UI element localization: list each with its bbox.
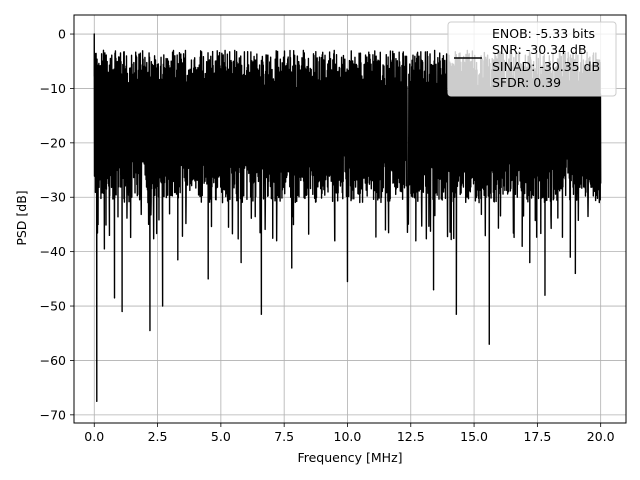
x-tick-label: 2.5 (148, 429, 168, 444)
y-tick-label: −70 (40, 407, 66, 422)
legend-line-1: ENOB: -5.33 bits (492, 26, 595, 41)
psd-data-point (108, 234, 111, 236)
y-axis-label: PSD [dB] (14, 190, 29, 245)
x-tick-label: 0.0 (84, 429, 104, 444)
psd-data-point (149, 329, 151, 332)
y-tick-label: −60 (40, 353, 66, 368)
y-tick-label: −30 (40, 190, 66, 205)
psd-data-point (94, 191, 97, 193)
psd-series (93, 33, 602, 402)
psd-data-point (94, 131, 96, 133)
psd-data-point (455, 313, 457, 315)
psd-data-point (334, 240, 336, 242)
x-tick-label: 7.5 (274, 429, 294, 444)
y-axis-ticks: 0 −10 −20 −30 −40 −50 −60 −70 (40, 27, 74, 422)
x-tick-label: 12.5 (397, 429, 425, 444)
psd-data-point (177, 259, 179, 261)
y-tick-label: −50 (40, 299, 66, 314)
x-axis-ticks: 0.0 2.5 5.0 7.5 10.0 12.5 15.0 17.5 20.0 (84, 423, 615, 444)
legend-line-2: SNR: -30.34 dB (492, 42, 587, 57)
y-tick-label: −20 (40, 135, 66, 150)
psd-data-point (103, 248, 105, 250)
psd-data-point (569, 256, 571, 258)
x-tick-label: 17.5 (523, 429, 551, 444)
y-tick-label: −40 (40, 244, 66, 259)
psd-data-point (291, 267, 293, 269)
plot-frame (73, 14, 627, 424)
x-tick-label: 10.0 (334, 429, 362, 444)
x-axis-label: Frequency [MHz] (297, 450, 402, 465)
x-tick-label: 5.0 (211, 429, 231, 444)
psd-data-point (260, 313, 262, 315)
legend: ENOB: -5.33 bits SNR: -30.34 dB SINAD: -… (447, 21, 617, 97)
psd-data-point (529, 261, 531, 264)
legend-line-4: SFDR: 0.39 (492, 75, 561, 90)
psd-data-point (240, 261, 242, 264)
psd-data-point (162, 305, 164, 307)
psd-data-point (415, 240, 417, 242)
psd-data-point (96, 400, 98, 402)
psd-data-point (574, 272, 576, 274)
psd-data-point (521, 245, 523, 247)
legend-box (447, 21, 617, 97)
psd-data-point (544, 294, 546, 296)
psd-data-point (93, 33, 95, 35)
psd-data-point (597, 185, 599, 187)
psd-line (93, 33, 602, 402)
y-tick-label: 0 (58, 27, 66, 42)
y-tick-label: −10 (40, 81, 66, 96)
psd-data-point (488, 343, 490, 345)
psd-data-point (432, 289, 435, 291)
psd-data-point (384, 229, 387, 231)
psd-data-point (207, 278, 209, 280)
legend-line-3: SINAD: -30.35 dB (492, 59, 600, 74)
psd-data-point (346, 280, 349, 283)
psd-data-point (97, 223, 99, 226)
psd-data-point (113, 297, 116, 299)
x-tick-label: 15.0 (460, 429, 488, 444)
x-tick-label: 20.0 (587, 429, 615, 444)
psd-data-point (121, 310, 123, 313)
